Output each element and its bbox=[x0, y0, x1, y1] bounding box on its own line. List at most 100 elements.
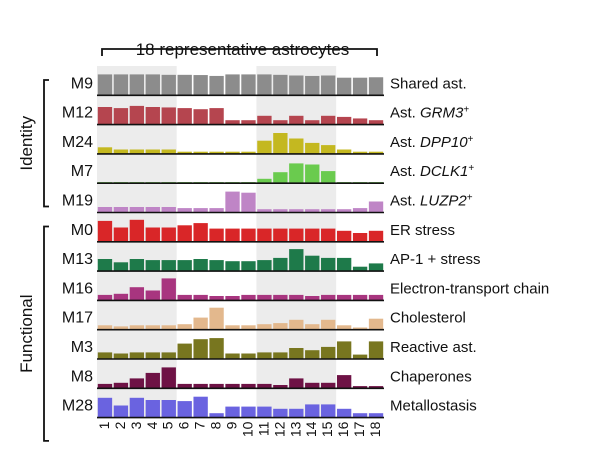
bar bbox=[305, 296, 320, 301]
bar bbox=[241, 151, 256, 154]
bar bbox=[321, 382, 336, 389]
bar bbox=[161, 278, 176, 301]
module-row-m24 bbox=[97, 133, 384, 154]
bar bbox=[352, 294, 368, 301]
bar bbox=[177, 151, 192, 154]
bar bbox=[321, 145, 336, 154]
bar bbox=[177, 324, 192, 330]
bar bbox=[352, 118, 368, 125]
bar bbox=[352, 233, 368, 242]
module-description-part: Shared ast. bbox=[390, 75, 467, 92]
bar bbox=[161, 325, 176, 330]
module-description: Ast. GRM3+ bbox=[390, 104, 469, 122]
bar bbox=[321, 294, 336, 301]
bar bbox=[161, 352, 176, 359]
column-label: 5 bbox=[160, 421, 176, 429]
module-description-part: + bbox=[467, 192, 473, 203]
bar bbox=[161, 367, 176, 389]
bar bbox=[113, 326, 129, 330]
module-description: Electron-transport chain bbox=[390, 280, 549, 297]
bar bbox=[193, 109, 208, 125]
bar bbox=[113, 353, 129, 359]
module-description-part: Ast. bbox=[390, 193, 420, 210]
bar bbox=[113, 405, 129, 418]
bar bbox=[321, 209, 336, 213]
bar bbox=[368, 120, 384, 125]
bar bbox=[321, 404, 336, 418]
bar bbox=[177, 74, 192, 96]
column-label: 7 bbox=[192, 421, 208, 429]
bar bbox=[368, 318, 384, 330]
bar bbox=[225, 120, 240, 125]
bar bbox=[225, 191, 240, 213]
column-label: 15 bbox=[319, 421, 335, 437]
bar bbox=[97, 294, 113, 301]
module-description-part: DPP10 bbox=[420, 134, 468, 151]
bar bbox=[352, 77, 368, 96]
bar bbox=[352, 413, 368, 418]
bar bbox=[368, 413, 384, 418]
module-description-part: Ast. bbox=[390, 163, 420, 180]
bar bbox=[97, 397, 113, 418]
bar bbox=[368, 263, 384, 272]
column-label: 13 bbox=[287, 421, 303, 437]
bar bbox=[352, 327, 368, 330]
bar bbox=[273, 294, 288, 301]
bar bbox=[177, 208, 192, 213]
bar bbox=[209, 75, 224, 96]
bar bbox=[145, 325, 160, 330]
bar bbox=[305, 324, 320, 330]
bar bbox=[257, 260, 272, 272]
labels-layer: M9 Shared ast.M12 Ast. GRM3+M24 Ast. DPP10+… bbox=[62, 75, 549, 414]
bar bbox=[113, 108, 129, 125]
module-description: Ast. LUZP2+ bbox=[390, 192, 473, 210]
bar bbox=[161, 207, 176, 213]
header-bracket bbox=[101, 48, 378, 56]
bar bbox=[177, 294, 192, 301]
module-label: M7 bbox=[71, 163, 93, 180]
module-label: M3 bbox=[71, 339, 93, 356]
bar bbox=[273, 323, 288, 330]
bar bbox=[129, 259, 145, 272]
bar bbox=[289, 408, 304, 418]
module-description-part: + bbox=[468, 163, 474, 174]
bar bbox=[129, 74, 145, 96]
bar bbox=[97, 352, 113, 359]
bar bbox=[193, 75, 208, 96]
column-label: 18 bbox=[367, 421, 383, 437]
bar bbox=[289, 138, 304, 154]
bar bbox=[129, 325, 145, 330]
bar bbox=[161, 260, 176, 272]
bar bbox=[209, 338, 224, 359]
bar bbox=[368, 294, 384, 301]
module-description-part: Reactive ast. bbox=[390, 339, 477, 356]
bar bbox=[352, 208, 368, 213]
bar bbox=[273, 209, 288, 213]
bar bbox=[113, 74, 129, 96]
bar bbox=[209, 260, 224, 272]
bar bbox=[193, 151, 208, 154]
bar bbox=[129, 378, 145, 389]
bar bbox=[257, 294, 272, 301]
column-labels-layer: 1 2 3 4 5 6 7 8 9 10 11 12 13 14 15 16 17 18 bbox=[96, 421, 383, 437]
bar bbox=[113, 382, 129, 389]
module-row-m13 bbox=[97, 249, 384, 272]
bar bbox=[241, 383, 256, 389]
bar bbox=[305, 382, 320, 389]
bar bbox=[257, 115, 272, 125]
bar bbox=[336, 375, 352, 389]
bar bbox=[305, 75, 320, 96]
bar bbox=[257, 352, 272, 359]
bar bbox=[352, 354, 368, 359]
bar bbox=[113, 149, 129, 154]
bars-layer bbox=[97, 74, 384, 418]
bar bbox=[241, 192, 256, 213]
bar bbox=[209, 108, 224, 125]
bar bbox=[257, 324, 272, 330]
module-row-m17 bbox=[97, 307, 384, 330]
bar bbox=[113, 207, 129, 213]
bar bbox=[225, 353, 240, 359]
bar bbox=[225, 228, 240, 242]
bar bbox=[97, 220, 113, 242]
